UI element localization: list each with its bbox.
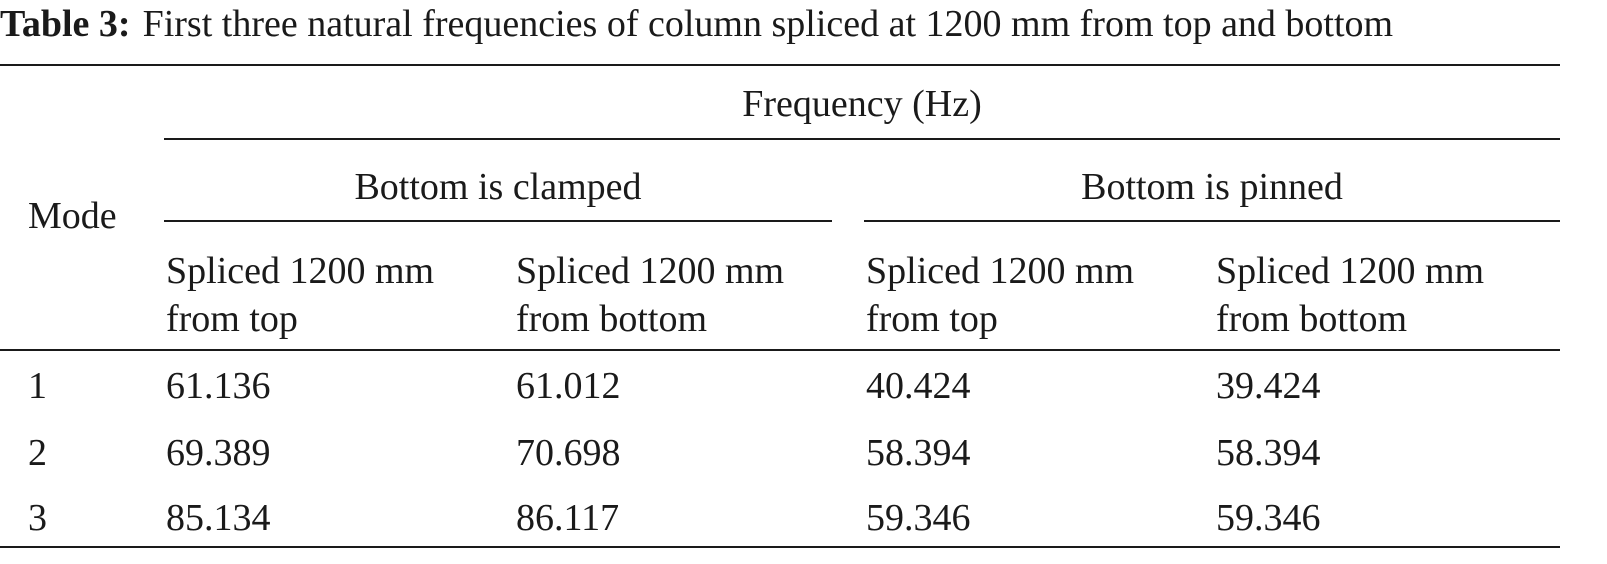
value-cell: 70.698 — [516, 432, 621, 474]
value-cell: 58.394 — [1216, 432, 1321, 474]
frequency-group-header: Frequency (Hz) — [742, 83, 982, 125]
mode-cell: 1 — [28, 365, 47, 407]
bottom-rule — [0, 546, 1560, 548]
top-rule — [0, 64, 1560, 66]
value-cell: 58.394 — [866, 432, 971, 474]
column-header-line2: from top — [866, 298, 998, 340]
value-cell: 69.389 — [166, 432, 271, 474]
column-header-line2: from bottom — [516, 298, 708, 340]
column-header: Spliced 1200 mm from bottom — [516, 247, 784, 343]
value-cell: 59.346 — [1216, 497, 1321, 539]
header-bottom-rule — [0, 349, 1560, 351]
column-header-line1: Spliced 1200 mm — [866, 250, 1135, 292]
column-header-line1: Spliced 1200 mm — [1216, 250, 1485, 292]
value-cell: 40.424 — [866, 365, 971, 407]
column-header: Spliced 1200 mm from bottom — [1216, 247, 1484, 343]
subgroup-clamped-header: Bottom is clamped — [354, 166, 642, 208]
column-header-line1: Spliced 1200 mm — [166, 250, 435, 292]
pinned-rule — [864, 220, 1560, 222]
value-cell: 61.136 — [166, 365, 271, 407]
column-header-line2: from bottom — [1216, 298, 1408, 340]
value-cell: 85.134 — [166, 497, 271, 539]
mode-header: Mode — [28, 195, 117, 237]
column-header: Spliced 1200 mm from top — [866, 247, 1134, 343]
value-cell: 59.346 — [866, 497, 971, 539]
column-header: Spliced 1200 mm from top — [166, 247, 434, 343]
caption-label: Table 3: — [0, 3, 131, 45]
value-cell: 39.424 — [1216, 365, 1321, 407]
mode-cell: 3 — [28, 497, 47, 539]
column-header-line1: Spliced 1200 mm — [516, 250, 785, 292]
subgroup-pinned-header: Bottom is pinned — [1081, 166, 1343, 208]
caption-text: First three natural frequencies of colum… — [142, 3, 1394, 45]
value-cell: 61.012 — [516, 365, 621, 407]
group-rule — [164, 138, 1560, 140]
mode-cell: 2 — [28, 432, 47, 474]
value-cell: 86.117 — [516, 497, 620, 539]
table-caption: Table 3: First three natural frequencies … — [0, 0, 1393, 48]
column-header-line2: from top — [166, 298, 298, 340]
clamped-rule — [164, 220, 832, 222]
